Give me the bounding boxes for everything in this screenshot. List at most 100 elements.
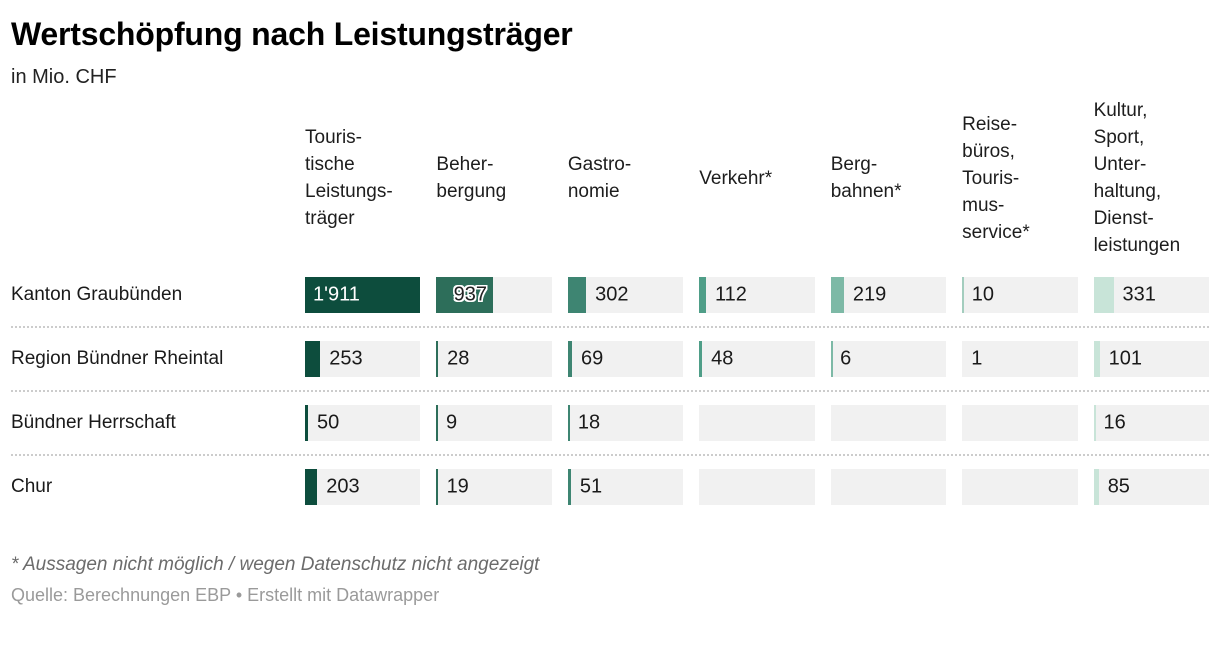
bar-cell-track: 16 — [1093, 405, 1209, 441]
bar-fill — [1093, 277, 1114, 313]
bar-cell — [699, 392, 815, 454]
bar-cell-track: 9 — [436, 405, 552, 441]
bar-cell: 219 — [830, 264, 947, 326]
bar-value: 51 — [579, 475, 603, 498]
bar-fill — [567, 341, 572, 377]
bar-value: 219 — [852, 283, 887, 306]
bar-cell — [830, 392, 947, 454]
bar-cell-track — [830, 469, 947, 505]
bar-cell-track — [962, 469, 1078, 505]
bar-cell: 69 — [567, 328, 684, 390]
column-header: Verkehr* — [699, 167, 773, 189]
row-separator — [11, 390, 1209, 392]
bar-cell-track: 50 — [305, 405, 421, 441]
bar-fill — [305, 277, 421, 313]
bar-cell: 9 — [436, 392, 552, 454]
bar-cell-track: 1 — [962, 341, 1078, 377]
bar-value: 10 — [971, 283, 994, 306]
bar-cell: 302 — [567, 264, 684, 326]
bar-fill — [699, 341, 703, 377]
bar-cell-track — [962, 405, 1078, 441]
bar-value: 937 — [453, 283, 487, 306]
bar-cell: 51 — [567, 456, 684, 518]
bar-fill — [567, 277, 587, 313]
bar-cell-track: 112 — [699, 277, 815, 313]
bar-cell-track: 51 — [567, 469, 684, 505]
bar-cell: 19 — [436, 456, 552, 518]
bar-fill — [830, 341, 833, 377]
bar-cell: 203 — [305, 456, 421, 518]
bar-value: 85 — [1107, 475, 1130, 498]
source-line: Quelle: Berechnungen EBP • Erstellt mit … — [11, 585, 440, 605]
chart-title: Wertschöpfung nach Leistungsträger — [11, 16, 573, 52]
bar-cell: 6 — [830, 328, 947, 390]
bar-cell: 1'911 — [305, 264, 421, 326]
bar-cell-track: 10 — [962, 277, 1078, 313]
footnote: * Aussagen nicht möglich / wegen Datensc… — [11, 554, 540, 575]
bar-cell-track: 19 — [436, 469, 552, 505]
bar-cell — [962, 456, 1078, 518]
bar-cell — [699, 456, 815, 518]
bar-value: 28 — [447, 347, 470, 370]
bar-cell: 16 — [1093, 392, 1209, 454]
column-header: Beher- bergung — [436, 154, 507, 202]
bar-cell-track — [699, 469, 815, 505]
bar-cell: 937 — [436, 264, 552, 326]
bar-fill — [305, 341, 321, 377]
bar-cell-track: 253 — [305, 341, 421, 377]
bar-cell-track: 203 — [305, 469, 421, 505]
bar-cell-track: 937 — [436, 277, 552, 313]
column-header: Touris- tische Leistungs- träger — [305, 127, 393, 229]
bar-fill — [1093, 405, 1096, 441]
bar-cell: 112 — [699, 264, 815, 326]
bar-cell-track: 6 — [830, 341, 947, 377]
bar-table: Touris- tische Leistungs- träger Beher- b… — [11, 92, 1209, 518]
bar-fill — [305, 469, 318, 505]
bar-cell: 28 — [436, 328, 552, 390]
row-separator — [11, 454, 1209, 456]
bar-cell: 50 — [305, 392, 421, 454]
row-label: Bündner Herrschaft — [11, 412, 176, 433]
bar-fill — [962, 277, 965, 313]
bar-cell-track: 331 — [1093, 277, 1209, 313]
bar-fill — [436, 341, 439, 377]
bar-cell: 101 — [1093, 328, 1209, 390]
bar-cell-track — [699, 405, 815, 441]
bar-cell: 18 — [567, 392, 684, 454]
bar-value: 331 — [1122, 283, 1156, 306]
row-separator — [11, 326, 1209, 328]
bar-cell: 85 — [1093, 456, 1209, 518]
bar-cell-track: 1'911 — [305, 277, 421, 313]
bar-value: 203 — [326, 475, 360, 498]
bar-cell-track: 302 — [567, 277, 684, 313]
row-label: Chur — [11, 476, 53, 497]
bar-fill — [436, 469, 439, 505]
bar-value: 112 — [715, 283, 747, 306]
bar-value: 1'911 — [313, 283, 360, 306]
bar-fill — [567, 405, 570, 441]
bar-cell: 10 — [962, 264, 1078, 326]
bar-cell-track: 85 — [1093, 469, 1209, 505]
bar-value: 1 — [971, 347, 983, 370]
bar-value: 9 — [445, 411, 458, 434]
bar-cell-track: 28 — [436, 341, 552, 377]
bar-value: 18 — [577, 411, 601, 434]
bar-value: 101 — [1108, 347, 1143, 370]
bar-cell: 1 — [962, 328, 1078, 390]
bar-value: 50 — [317, 411, 340, 434]
chart-subtitle: in Mio. CHF — [11, 66, 117, 88]
bar-cell — [830, 456, 947, 518]
bar-fill — [305, 405, 309, 441]
column-header: Kultur, Sport, Unter- haltung, Dienst- l… — [1093, 100, 1181, 256]
corner-spacer — [11, 92, 289, 264]
chart-container: Wertschöpfung nach Leistungsträger in Mi… — [11, 16, 1209, 605]
column-header: Berg- bahnen* — [830, 154, 902, 202]
column-header: Reise- büros, Touris- mus- service* — [962, 113, 1030, 243]
bar-value: 302 — [595, 283, 629, 306]
bar-fill — [567, 469, 571, 505]
bar-fill — [1093, 469, 1099, 505]
bar-fill — [436, 405, 439, 441]
bar-fill — [699, 277, 707, 313]
bar-value: 6 — [840, 347, 852, 370]
bar-cell: 253 — [305, 328, 421, 390]
